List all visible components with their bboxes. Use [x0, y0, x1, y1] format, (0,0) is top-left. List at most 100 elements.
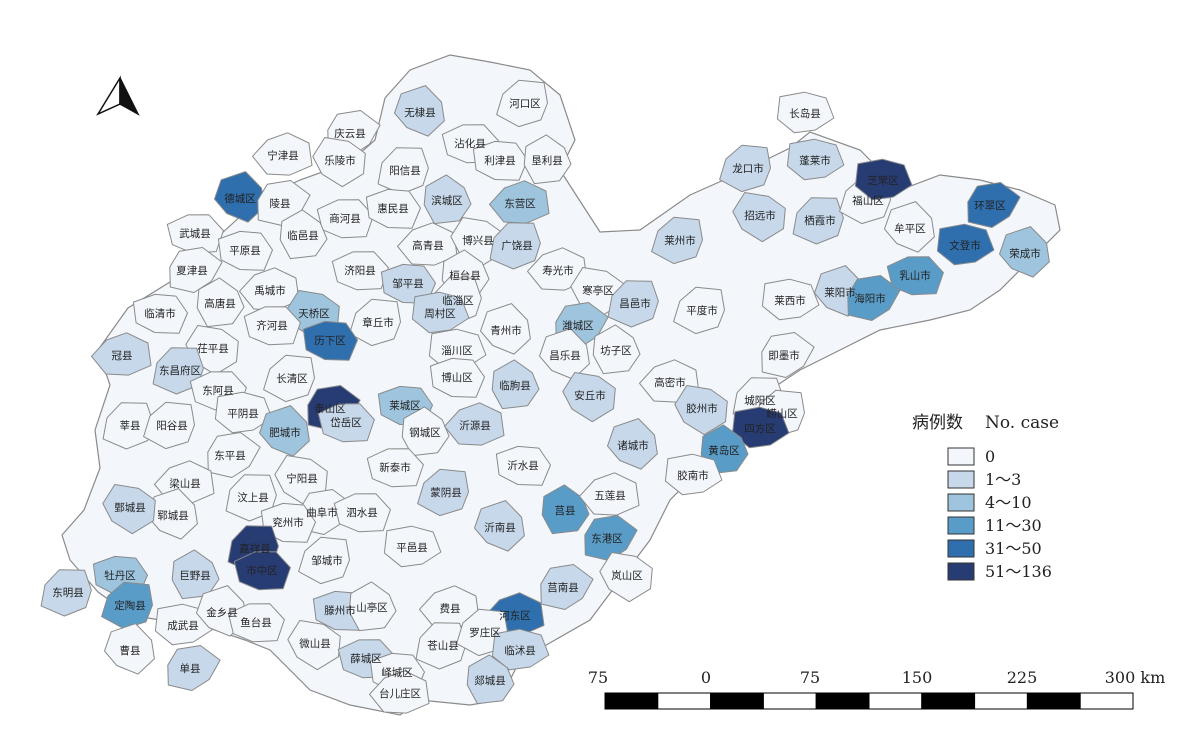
scale-segment [604, 692, 659, 710]
county-label: 博山区 [441, 371, 473, 384]
county-label: 长岛县 [789, 107, 821, 120]
county-label: 梁山县 [169, 477, 201, 490]
county-label: 钢城区 [409, 426, 441, 439]
county-region [298, 536, 350, 585]
county-label: 平原县 [229, 245, 261, 257]
county-label: 广饶县 [501, 239, 533, 252]
county-region [886, 256, 944, 296]
county-label: 四方区 [744, 422, 776, 435]
county-region [491, 359, 540, 410]
county-label: 巨野县 [179, 570, 211, 582]
county-region [732, 192, 786, 243]
county-region [365, 188, 421, 229]
county-label: 高青县 [412, 239, 444, 252]
county-label: 芝罘区 [867, 174, 899, 187]
county-label: 海阳市 [854, 292, 886, 305]
county-region [259, 405, 310, 457]
county-label: 东阿县 [202, 384, 234, 397]
county-label: 东港区 [591, 532, 623, 545]
county-region [252, 132, 313, 176]
county-region [233, 551, 291, 591]
county-label: 无棣县 [404, 106, 436, 119]
county-label: 岱岳区 [330, 416, 362, 429]
county-region [331, 251, 389, 291]
county-label: 肥城市 [269, 426, 301, 439]
county-region [761, 332, 815, 378]
scale-segment [762, 692, 817, 710]
county-label: 平阴县 [227, 408, 259, 420]
county-label: 高唐县 [204, 297, 236, 310]
scale-segment [710, 692, 764, 710]
county-label: 东明县 [52, 586, 84, 599]
county-label: 黄岛区 [708, 444, 740, 457]
county-region [541, 484, 590, 535]
county-label: 乐陵市 [324, 154, 356, 167]
county-region [599, 552, 653, 603]
legend-swatch [947, 539, 975, 558]
scale-bar: 75 0 75 150 225 300 km [588, 668, 1165, 710]
county-label: 东营区 [504, 197, 536, 210]
scale-tick-label: 0 [701, 668, 711, 687]
county-label: 宁阳县 [286, 472, 318, 485]
legend-label: 51～136 [985, 562, 1052, 581]
county-label: 沂水县 [507, 459, 539, 472]
county-region [366, 448, 424, 488]
county-region [496, 79, 548, 128]
county-region [719, 144, 771, 193]
county-label: 武城县 [179, 227, 211, 240]
scale-tick-labels: 75 0 75 150 225 300 km [588, 668, 1165, 687]
scale-tick-label: 225 [1007, 668, 1038, 687]
county-region [317, 403, 375, 443]
county-label: 平度市 [686, 304, 718, 317]
legend-title-en: No. case [985, 413, 1059, 433]
county-region [214, 391, 273, 434]
county-label: 泰山区 [314, 402, 346, 415]
county-label: 郯城县 [474, 674, 506, 687]
county-label: 乳山市 [899, 269, 931, 282]
county-region [562, 372, 616, 423]
county-region [423, 174, 472, 225]
county-label: 历下区 [314, 335, 346, 347]
county-region [167, 645, 221, 691]
county-region [411, 291, 470, 334]
legend-swatch [947, 516, 975, 535]
county-region [592, 324, 641, 375]
county-region [651, 216, 703, 265]
county-label: 鄄城县 [114, 502, 146, 514]
county-label: 周村区 [424, 307, 456, 320]
legend-label: 4～10 [985, 493, 1032, 512]
county-label: 薛城区 [350, 653, 382, 665]
county-region [466, 654, 515, 705]
county-region [884, 201, 935, 253]
county-label: 滨城区 [431, 194, 463, 207]
county-label: 河东区 [499, 609, 531, 622]
county-label: 滕州市 [324, 604, 356, 617]
county-label: 章丘市 [362, 316, 394, 329]
county-label: 单县 [180, 663, 201, 675]
county-region [674, 385, 728, 436]
county-label: 福山区 [852, 194, 884, 207]
county-label: 嘉祥县 [239, 542, 271, 555]
county-label: 泗水县 [346, 507, 378, 519]
county-label: 临朐县 [499, 379, 531, 392]
county-label: 临沭县 [504, 644, 536, 657]
scale-segment [815, 692, 870, 710]
county-label: 苍山县 [427, 639, 459, 652]
county-region [91, 332, 152, 376]
county-label: 沂源县 [459, 419, 491, 432]
county-label: 潍城区 [562, 320, 594, 332]
scale-segments [604, 692, 1134, 710]
county-region [999, 226, 1050, 278]
county-label: 环翠区 [974, 200, 1006, 212]
scale-segment [1026, 692, 1081, 710]
county-label: 峄城区 [381, 666, 413, 679]
county-label: 平邑县 [396, 542, 428, 554]
county-label: 莱城区 [389, 400, 421, 412]
county-label: 临淄区 [442, 294, 474, 307]
legend-swatch [947, 562, 975, 581]
legend-swatch [947, 493, 975, 512]
county-region [214, 171, 265, 223]
county-label: 莘县 [120, 419, 141, 432]
legend-items: 0 1～3 4～10 11～30 31～50 51～136 [947, 447, 1052, 581]
county-region [776, 91, 835, 134]
